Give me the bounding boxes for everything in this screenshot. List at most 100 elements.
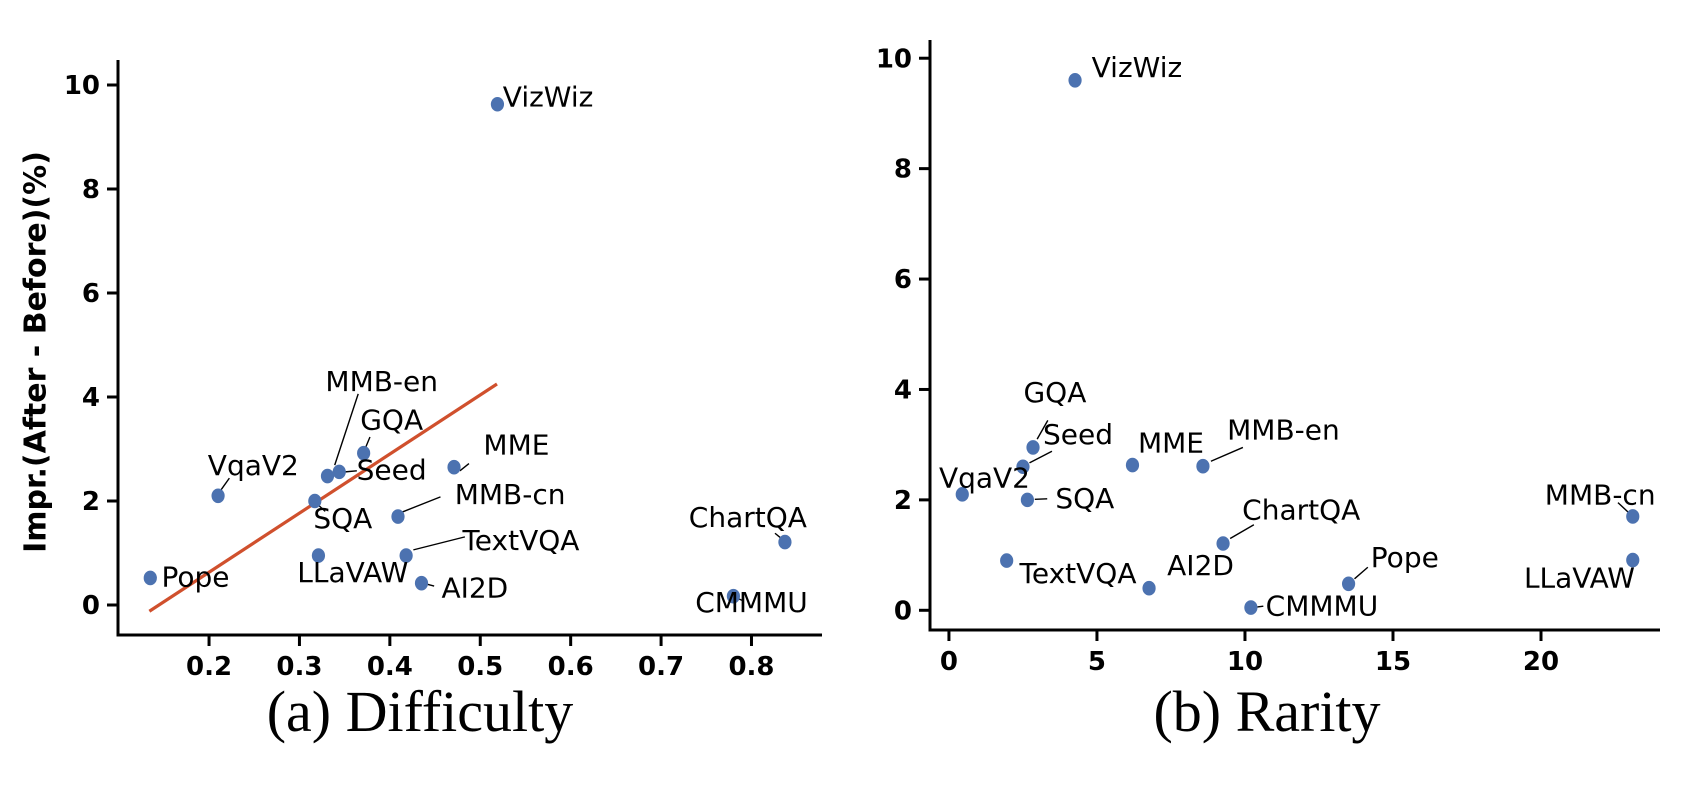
data-point-ai2d: [1142, 580, 1156, 596]
point-label-chartqa: ChartQA: [1242, 494, 1360, 527]
data-point-cmmmu: [1244, 600, 1258, 615]
leader-line: [1617, 502, 1630, 514]
chart-difficulty: 0.2 0.3 0.4 0.5 0.6 0.7 0.8 0 2 4 6 8 10 Pope VqaV2 SQA…: [64, 60, 822, 682]
y-tick-label: 6: [894, 265, 912, 295]
y-tick-label: 10: [64, 71, 100, 101]
leader-line: [402, 496, 441, 513]
point-label-seed: Seed: [357, 454, 427, 487]
y-tick-label: 0: [82, 591, 100, 621]
y-tick-label: 8: [894, 155, 912, 185]
x-tick-label: 0.8: [728, 652, 774, 682]
point-label-sqa: SQA: [313, 502, 372, 535]
data-point-chartqa: [1216, 536, 1230, 551]
leader-line: [334, 393, 359, 466]
data-point-gqa: [357, 445, 371, 461]
data-point-chartqa: [778, 534, 792, 550]
axis-spine: [928, 40, 1660, 632]
x-tick-label: 0.5: [457, 652, 503, 682]
point-label-mmb-cn: MMB-cn: [1545, 479, 1656, 512]
point-label-llavaw: LLaVAW: [1524, 562, 1635, 595]
x-tick-label: 0.3: [276, 652, 322, 682]
point-label-textvqa: TextVQA: [1019, 557, 1137, 590]
point-label-gqa: GQA: [360, 404, 423, 437]
leader-line: [1354, 566, 1369, 580]
y-tick-label: 10: [876, 44, 912, 74]
data-point-llavaw: [311, 548, 326, 563]
data-point-vizwiz: [1068, 73, 1082, 88]
leader-line: [413, 536, 466, 551]
leader-line: [1029, 450, 1053, 464]
data-point-vizwiz: [490, 96, 505, 112]
data-point-mmb-cn: [391, 509, 405, 524]
point-label-cmmmu: CMMMU: [695, 586, 808, 619]
y-tick-label: 8: [82, 175, 100, 205]
x-tick-label: 10: [1227, 647, 1263, 677]
x-tick-label: 0: [940, 647, 958, 677]
caption-rarity: (b) Rarity: [1153, 679, 1381, 744]
axis-spine: [116, 60, 822, 637]
leader-line: [220, 477, 230, 490]
point-label-vqav2: VqaV2: [939, 462, 1030, 495]
data-point-cmmmu: [726, 588, 741, 604]
data-point-textvqa: [399, 548, 413, 563]
data-point-llavaw: [1626, 552, 1640, 568]
y-tick-label: 0: [894, 596, 912, 626]
x-tick-label: 15: [1375, 647, 1411, 677]
leader-line: [317, 504, 326, 512]
point-label-vqav2: VqaV2: [208, 449, 299, 482]
data-point-pope: [143, 570, 157, 586]
data-point-vqav2: [955, 487, 969, 502]
point-label-llavaw: LLaVAW: [297, 556, 408, 589]
x-tick-label: 20: [1523, 647, 1559, 677]
y-tick-label: 2: [82, 487, 100, 517]
y-axis-label: Impr.(After - Before)(%): [18, 151, 54, 553]
data-point-sqa: [308, 493, 322, 509]
x-tick-label: 0.7: [638, 652, 684, 682]
point-label-vizwiz: VizWiz: [503, 80, 594, 113]
point-label-ai2d: AI2D: [441, 572, 508, 605]
point-label-mmb-cn: MMB-cn: [455, 478, 566, 511]
data-point-mmb-en: [320, 468, 335, 484]
data-point-pope: [1341, 576, 1356, 592]
data-point-seed: [332, 464, 346, 480]
point-label-chartqa: ChartQA: [689, 501, 807, 534]
point-label-mmb-en: MMB-en: [325, 365, 438, 398]
point-label-pope: Pope: [161, 561, 229, 594]
point-label-vizwiz: VizWiz: [1092, 51, 1183, 84]
data-point-textvqa: [1000, 553, 1014, 568]
point-label-pope: Pope: [1371, 541, 1439, 574]
x-tick-label: 0.6: [548, 652, 594, 682]
data-point-mme: [1125, 457, 1140, 473]
leader-line: [1210, 446, 1244, 462]
caption-difficulty: (a) Difficulty: [266, 679, 574, 744]
x-tick-label: 5: [1088, 647, 1106, 677]
trend-line: [148, 382, 498, 613]
point-label-gqa: GQA: [1023, 376, 1086, 409]
chart-rarity: 0 5 10 15 20 0 2 4 6 8 10 VqaV2 TextVQA Seed SQA GQA Viz…: [876, 40, 1660, 677]
point-label-mmb-en: MMB-en: [1227, 414, 1340, 447]
data-point-ai2d: [414, 575, 429, 591]
leader-line: [345, 470, 357, 473]
x-tick-label: 0.2: [186, 652, 232, 682]
y-tick-label: 2: [894, 486, 912, 516]
leader-line: [1229, 524, 1255, 540]
data-point-gqa: [1026, 440, 1040, 455]
x-tick-label: 0.4: [367, 652, 413, 682]
data-point-vqav2: [211, 488, 225, 504]
leader-line: [459, 463, 470, 472]
point-label-textvqa: TextVQA: [461, 524, 579, 557]
point-label-mme: MME: [1138, 426, 1204, 459]
data-point-sqa: [1020, 492, 1034, 508]
y-tick-label: 4: [894, 376, 912, 406]
point-label-sqa: SQA: [1055, 482, 1114, 515]
data-point-mme: [447, 459, 461, 475]
y-tick-label: 4: [82, 383, 100, 413]
leader-line: [1257, 605, 1264, 608]
point-label-cmmmu: CMMMU: [1266, 590, 1379, 623]
leader-line: [1036, 420, 1049, 440]
data-point-mmb-en: [1196, 458, 1210, 474]
leader-line: [426, 583, 435, 587]
point-label-mme: MME: [483, 429, 549, 462]
